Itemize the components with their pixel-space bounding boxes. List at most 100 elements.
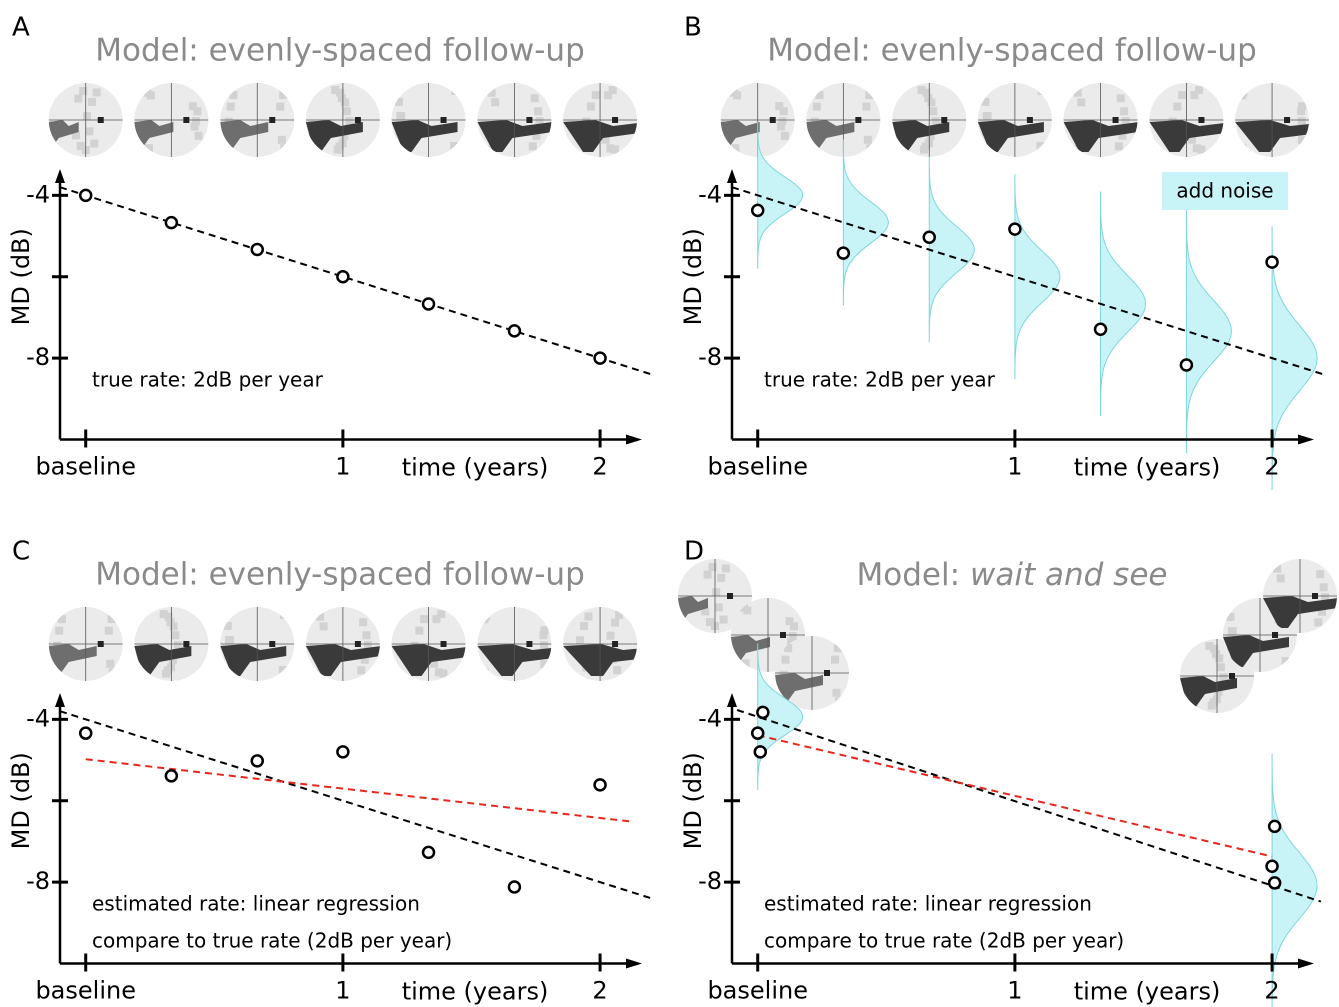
- thumbnail-body: [731, 598, 805, 672]
- thumbnail-patch: [1114, 142, 1123, 151]
- visual-field-thumbnail: [977, 83, 1052, 157]
- thumbnail-body: [1263, 559, 1337, 633]
- thumbnail-patch: [359, 618, 368, 627]
- thumbnail-patch: [336, 88, 345, 97]
- x-tick-label: 2: [592, 453, 607, 481]
- thumbnail-patch: [1276, 574, 1285, 583]
- defect: [391, 120, 458, 152]
- thumbnail-patch: [1297, 107, 1306, 116]
- thumbnail-patch: [79, 86, 88, 95]
- y-tick-label: -4: [698, 704, 722, 732]
- thumbnail-patch: [1173, 102, 1182, 111]
- thumbnail-patch: [164, 612, 173, 621]
- data-point: [421, 297, 436, 311]
- annotation: true rate: 2dB per year: [92, 368, 324, 392]
- thumbnail-patch: [1281, 657, 1290, 666]
- thumbnail-patch: [606, 631, 615, 640]
- thumbnail-patch: [719, 615, 728, 624]
- blind-spot: [354, 641, 361, 647]
- visual-field-thumbnail: [220, 83, 295, 157]
- thumbnail-patch: [159, 610, 168, 619]
- defect: [775, 673, 823, 705]
- thumbnail-patch: [226, 102, 235, 111]
- thumbnail-patch: [450, 142, 459, 151]
- defect: [806, 120, 855, 152]
- blind-spot: [526, 117, 533, 123]
- thumbnail-patch: [420, 615, 429, 624]
- y-axis-label: MD (dB): [7, 752, 35, 849]
- thumbnail-patch: [790, 622, 799, 631]
- panel: B Model: evenly-spaced follow-up -4 -8 basel…: [679, 13, 1324, 491]
- visual-field-thumbnail: [563, 607, 638, 681]
- regression-line: [757, 734, 1273, 858]
- y-axis-label: MD (dB): [679, 752, 707, 849]
- blind-spot: [183, 117, 190, 123]
- thumbnail-patch: [1297, 117, 1306, 126]
- thumbnail-patch: [451, 87, 460, 96]
- thumbnail-patch: [1298, 102, 1307, 111]
- thumbnail-patch: [1205, 642, 1214, 651]
- blind-spot: [1272, 632, 1278, 638]
- thumbnail-patch: [584, 612, 593, 621]
- thumbnail-patch: [708, 562, 717, 571]
- visual-field-thumbnail: [477, 83, 552, 157]
- thumbnail-patch: [706, 618, 715, 627]
- visual-field-thumbnail: [1063, 83, 1138, 157]
- thumbnail-body: [391, 83, 466, 157]
- thumbnail-patch: [277, 135, 286, 144]
- annotation: compare to true rate (2dB per year): [92, 929, 452, 953]
- x-tick-label: 2: [1264, 453, 1279, 481]
- defect: [1180, 676, 1237, 708]
- annotation-box: [1162, 172, 1288, 210]
- thumbnail-patch: [190, 122, 199, 131]
- thumbnail-patch: [865, 91, 874, 100]
- visual-field-thumbnail: [48, 83, 123, 157]
- thumbnail-patch: [608, 86, 617, 95]
- thumbnail-patch: [815, 91, 824, 100]
- data-point: [1265, 255, 1279, 269]
- thumbnail-patch: [363, 641, 372, 650]
- thumbnail-patch: [434, 668, 443, 677]
- visual-field-thumbnail: [391, 83, 466, 157]
- thumbnail-patch: [601, 135, 610, 144]
- thumbnail-patch: [173, 641, 182, 650]
- thumbnail-patch: [188, 102, 197, 111]
- visual-field-thumbnail: [391, 607, 466, 681]
- thumbnail-patch: [604, 91, 613, 100]
- thumbnail-patch: [983, 112, 992, 121]
- thumbnail-body: [134, 83, 209, 157]
- defect: [720, 120, 760, 152]
- thumbnail-patch: [1317, 607, 1326, 616]
- thumbnail-patch: [717, 573, 726, 582]
- data-point: [1265, 859, 1279, 873]
- annotation: estimated rate: linear regression: [764, 892, 1092, 916]
- thumbnail-patch: [1217, 663, 1226, 672]
- x-axis-label: time (years): [402, 978, 549, 1006]
- thumbnail-patch: [931, 117, 940, 126]
- data-point: [1093, 322, 1108, 336]
- thumbnail-body: [391, 607, 466, 681]
- thumbnail-patch: [532, 131, 541, 140]
- thumbnail-patch: [535, 117, 544, 126]
- thumbnail-body: [678, 559, 752, 633]
- blind-spot: [1198, 117, 1205, 123]
- thumbnail-patch: [90, 139, 99, 148]
- thumbnail-patch: [812, 102, 821, 111]
- true-rate-line: [736, 709, 1322, 903]
- x-arrow: [1298, 434, 1314, 445]
- blind-spot: [855, 117, 862, 123]
- x-axis-label: time (years): [402, 454, 549, 482]
- thumbnail-patch: [1192, 144, 1201, 153]
- data-point: [250, 754, 265, 768]
- data-point: [507, 880, 522, 894]
- thumbnail-patch: [1073, 88, 1082, 97]
- x-tick-label: baseline: [35, 977, 136, 1005]
- thumbnail-patch: [1314, 618, 1323, 627]
- thumbnail-patch: [229, 91, 238, 100]
- blind-spot: [526, 641, 533, 647]
- defect: [1223, 635, 1289, 667]
- thumbnail-body: [1063, 83, 1138, 157]
- defect: [305, 120, 363, 152]
- visual-field-thumbnail: [220, 607, 295, 681]
